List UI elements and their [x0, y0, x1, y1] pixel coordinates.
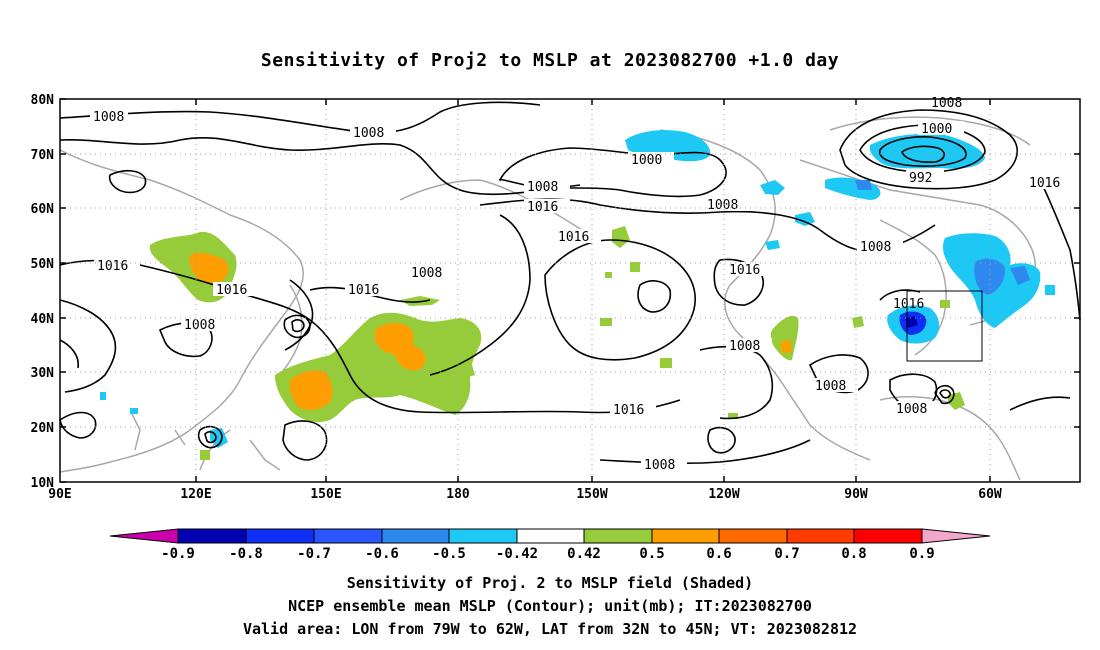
colorbar-swatch — [381, 528, 450, 544]
colorbar-labels: -0.9 -0.8 -0.7 -0.6 -0.5 -0.42 0.42 0.5 … — [161, 546, 935, 562]
gridlines — [60, 99, 1080, 482]
lat-label: 50N — [31, 257, 55, 272]
contour-label: 1008 — [707, 198, 738, 213]
contour-label: 992 — [909, 171, 932, 186]
contour-label: 1008 — [353, 126, 384, 141]
contour-label: 1000 — [921, 122, 952, 137]
colorbar-swatch — [245, 528, 315, 544]
lon-label: 60W — [978, 487, 1002, 502]
lat-label: 10N — [31, 476, 55, 491]
colorbar-label: -0.9 — [161, 546, 195, 562]
lon-label: 90E — [48, 487, 71, 502]
contour-label: 1016 — [97, 259, 128, 274]
colorbar-swatch — [177, 528, 247, 544]
colorbar-label: -0.7 — [297, 546, 331, 562]
colorbar-label: 0.42 — [567, 546, 601, 562]
valid-area-box — [906, 290, 983, 362]
lat-label: 80N — [31, 93, 55, 108]
caption-line-2: NCEP ensemble mean MSLP (Contour); unit(… — [288, 597, 812, 615]
contour-label: 1008 — [184, 318, 215, 333]
contour-label: 1008 — [896, 402, 927, 417]
colorbar-end-left — [109, 528, 179, 544]
colorbar-swatch — [583, 528, 653, 544]
colorbar-label: 0.7 — [774, 546, 799, 562]
contour-label: 1008 — [411, 266, 442, 281]
contour-label: 1008 — [93, 110, 124, 125]
contour-label: 1008 — [815, 379, 846, 394]
map-title: Sensitivity of Proj2 to MSLP at 20230827… — [260, 50, 840, 71]
colorbar-label: -0.6 — [365, 546, 399, 562]
lon-label: 150E — [310, 487, 341, 502]
colorbar-swatch — [448, 528, 518, 544]
lon-label: 180 — [446, 487, 470, 502]
caption-line-3: Valid area: LON from 79W to 62W, LAT fro… — [242, 620, 858, 638]
sensitivity-shading — [100, 130, 1055, 460]
contour-label-1016-east: 1016 — [893, 297, 924, 312]
contour-label: 1016 — [216, 283, 247, 298]
contour-labels: 1008 1008 1008 1000 1000 992 1008 1016 1… — [90, 96, 1072, 473]
contour-label: 1016 — [558, 230, 589, 245]
colorbar-swatch — [853, 528, 923, 544]
map-frame — [59, 98, 1081, 483]
contour-label: 1008 — [860, 240, 891, 255]
colorbar-label: -0.42 — [496, 546, 538, 562]
contour-label: 1008 — [527, 180, 558, 195]
lon-label: 120W — [708, 487, 739, 502]
colorbar-swatch — [313, 528, 383, 544]
contour-label: 1008 — [729, 339, 760, 354]
colorbar-label: 0.8 — [841, 546, 866, 562]
lat-label: 70N — [31, 148, 55, 163]
contour-label: 1016 — [729, 263, 760, 278]
colorbar-swatch — [718, 528, 788, 544]
colorbar-end-right — [921, 528, 991, 544]
lat-label: 30N — [31, 366, 55, 381]
contour-label: 1000 — [631, 153, 662, 168]
contour-label: 1016 — [527, 200, 558, 215]
colorbar-swatch — [516, 528, 585, 544]
lon-label: 120E — [180, 487, 211, 502]
lat-label: 60N — [31, 202, 55, 217]
contour-label: 1016 — [1029, 176, 1060, 191]
colorbar-label: 0.9 — [909, 546, 934, 562]
lat-label: 40N — [31, 312, 55, 327]
lon-label: 150W — [576, 487, 607, 502]
caption-line-1: Sensitivity of Proj. 2 to MSLP field (Sh… — [346, 574, 754, 592]
colorbar — [109, 528, 991, 544]
contour-label: 1016 — [348, 283, 379, 298]
colorbar-label: -0.8 — [229, 546, 263, 562]
colorbar-label: -0.5 — [432, 546, 466, 562]
colorbar-swatch — [651, 528, 720, 544]
contour-label: 1008 — [644, 458, 675, 473]
colorbar-swatch — [786, 528, 855, 544]
lat-label: 20N — [31, 421, 55, 436]
latitude-labels: 80N 70N 60N 50N 40N 30N 20N 10N — [31, 93, 55, 491]
colorbar-label: 0.6 — [706, 546, 731, 562]
colorbar-label: 0.5 — [639, 546, 664, 562]
lon-label: 90W — [844, 487, 868, 502]
contour-label: 1016 — [613, 403, 644, 418]
longitude-labels: 90E 120E 150E 180 150W 120W 90W 60W — [48, 487, 1002, 502]
axis-ticks — [60, 98, 1080, 483]
